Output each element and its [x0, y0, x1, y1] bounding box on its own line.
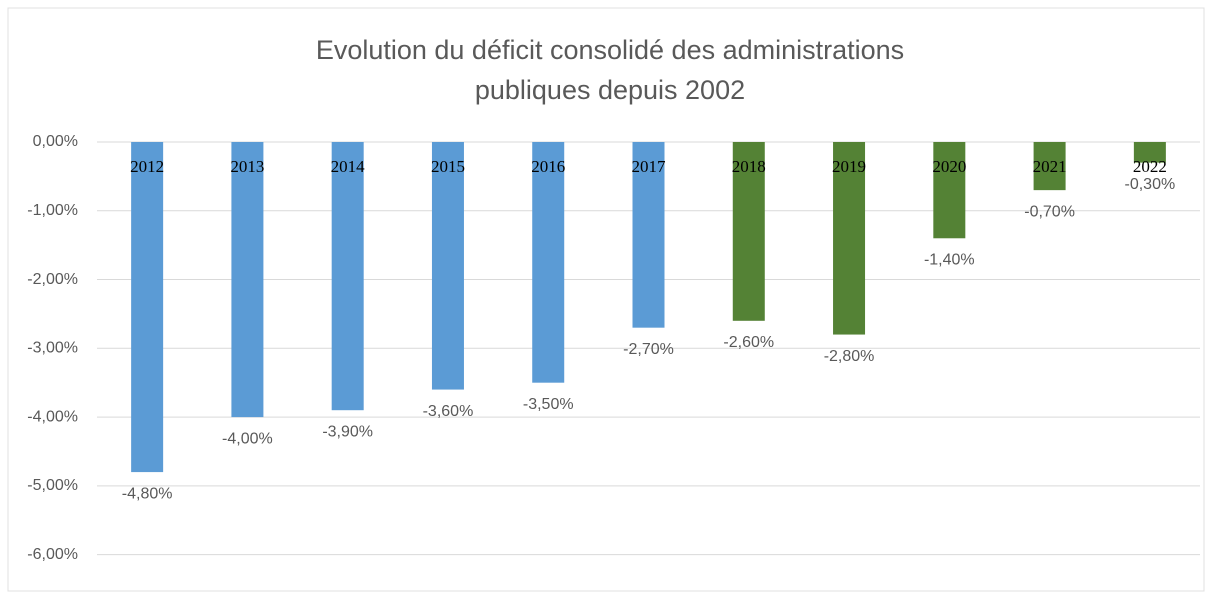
frame — [7, 7, 1205, 592]
data-label: -0,70% — [1024, 203, 1075, 220]
data-label: -3,50% — [523, 396, 574, 413]
chart-title: Evolution du déficit consolidé des admin… — [315, 35, 905, 105]
y-tick-label: -6,00% — [27, 546, 78, 563]
data-label: -3,60% — [423, 403, 474, 420]
x-tick-label: 2018 — [732, 157, 766, 176]
x-tick-label: 2022 — [1133, 157, 1167, 176]
bar — [933, 142, 966, 239]
x-tick-label: 2020 — [932, 157, 966, 176]
x-tick-label: 2015 — [431, 157, 465, 176]
bar — [131, 142, 164, 473]
y-tick-label: -2,00% — [27, 271, 78, 288]
bar — [331, 142, 364, 411]
data-label: -4,00% — [222, 430, 273, 447]
data-label: -1,40% — [924, 251, 975, 268]
bar — [1033, 142, 1066, 191]
x-tick-label: 2012 — [130, 157, 164, 176]
data-label: -2,60% — [723, 334, 774, 351]
bar — [732, 142, 765, 321]
y-tick-label: -3,00% — [27, 340, 78, 357]
bar — [833, 142, 866, 335]
x-tick-label: 2021 — [1033, 157, 1067, 176]
data-label: -2,80% — [824, 348, 875, 365]
x-tick-label: 2019 — [832, 157, 866, 176]
bar — [231, 142, 264, 418]
y-tick-label: -4,00% — [27, 408, 78, 425]
x-tick-label: 2013 — [230, 157, 264, 176]
y-tick-label: -5,00% — [27, 477, 78, 494]
bar — [632, 142, 665, 328]
data-label: -0,30% — [1125, 176, 1176, 193]
x-tick-label: 2017 — [632, 157, 667, 176]
bar — [1133, 142, 1166, 163]
y-tick-label: 0,00% — [33, 133, 78, 150]
data-label: -4,80% — [122, 485, 173, 502]
bar — [431, 142, 464, 390]
bar — [532, 142, 565, 383]
y-tick-label: -1,00% — [27, 202, 78, 219]
data-label: -2,70% — [623, 341, 674, 358]
x-tick-label: 2016 — [531, 157, 565, 176]
x-tick-label: 2014 — [331, 157, 366, 176]
data-label: -3,90% — [322, 423, 373, 440]
